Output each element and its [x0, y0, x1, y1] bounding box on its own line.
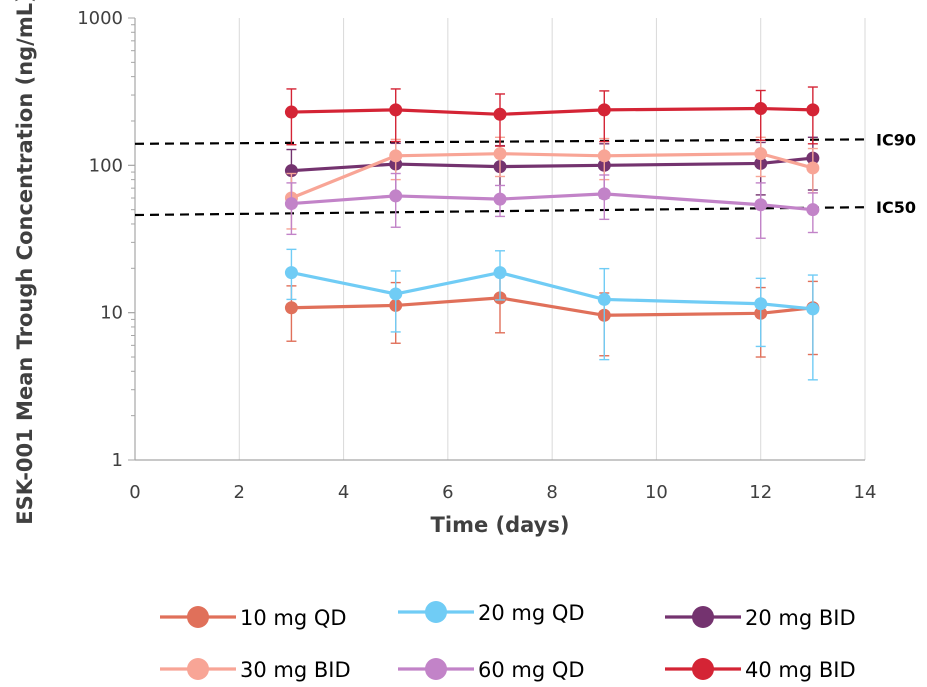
data-point [806, 103, 820, 117]
data-point [389, 287, 403, 301]
series-60-mg-qd [284, 172, 820, 239]
data-point [389, 189, 403, 203]
legend-label: 10 mg QD [240, 606, 347, 630]
data-point [754, 147, 768, 161]
reference-line-ic90 [134, 138, 869, 145]
data-point [284, 105, 298, 119]
data-point [806, 203, 820, 217]
reference-label-ic50: IC50 [876, 198, 916, 217]
data-point [806, 302, 820, 316]
data-point [597, 149, 611, 163]
series-line [291, 156, 814, 173]
legend-label: 60 mg QD [478, 658, 585, 682]
data-point [389, 149, 403, 163]
y-tick-label: 100 [89, 155, 123, 176]
data-point [597, 292, 611, 306]
data-point [493, 107, 507, 121]
y-tick-label: 10 [100, 303, 123, 324]
x-tick-label: 12 [749, 482, 772, 503]
legend: 10 mg QD 20 mg QD 20 mg BID 30 mg BID 60 mg … [160, 601, 856, 682]
legend-swatch-marker [425, 658, 447, 680]
legend-swatch-marker [425, 601, 447, 623]
data-point [284, 266, 298, 280]
series-line [290, 152, 814, 200]
legend-label: 20 mg BID [745, 606, 856, 630]
legend-item-20-mg-bid: 20 mg BID [665, 606, 856, 630]
legend-item-10-mg-qd: 10 mg QD [160, 606, 347, 630]
legend-swatch-marker [692, 606, 714, 628]
data-point [493, 266, 507, 280]
series [284, 86, 820, 381]
reference-line-ic50 [134, 206, 869, 217]
data-point [389, 103, 403, 117]
y-axis-title: ESK-001 Mean Trough Concentration (ng/mL… [13, 0, 37, 525]
legend-item-60-mg-qd: 60 mg QD [398, 658, 585, 682]
series-line [291, 192, 814, 212]
axes: 1 10 100 1000 0 2 4 6 8 10 12 14 Time (days) ESK-001 … [13, 0, 876, 537]
reference-label-ic90: IC90 [876, 130, 916, 149]
legend-swatch-marker [692, 658, 714, 680]
data-point [493, 192, 507, 206]
data-point [284, 301, 298, 315]
data-point [597, 187, 611, 201]
series-line [291, 106, 813, 116]
data-point [754, 297, 768, 311]
x-tick-label: 14 [854, 482, 877, 503]
y-tick-label: 1000 [77, 8, 123, 29]
data-point [284, 197, 298, 211]
gridlines [238, 18, 866, 460]
legend-item-40-mg-bid: 40 mg BID [665, 658, 856, 682]
series-20-mg-qd [284, 248, 820, 381]
x-tick-label: 6 [442, 482, 453, 503]
x-axis-title: Time (days) [431, 513, 570, 537]
x-tick-label: 8 [546, 482, 557, 503]
legend-item-20-mg-qd: 20 mg QD [398, 601, 585, 625]
x-tick-label: 4 [338, 482, 349, 503]
data-point [597, 103, 611, 117]
legend-swatch-marker [187, 606, 209, 628]
series-line [291, 271, 814, 311]
reference-lines: IC90 IC50 [134, 130, 916, 217]
data-point [493, 147, 507, 161]
legend-label: 30 mg BID [240, 658, 351, 682]
data-point [754, 198, 768, 212]
data-point [754, 102, 768, 116]
series-line [291, 296, 814, 317]
x-tick-label: 0 [129, 482, 140, 503]
legend-item-30-mg-bid: 30 mg BID [160, 658, 351, 682]
x-tick-label: 2 [234, 482, 245, 503]
legend-swatch-marker [187, 658, 209, 680]
data-point [806, 161, 820, 175]
series-40-mg-bid [284, 86, 820, 147]
x-tick-label: 10 [645, 482, 668, 503]
legend-label: 20 mg QD [478, 601, 585, 625]
y-tick-label: 1 [112, 450, 123, 471]
legend-label: 40 mg BID [745, 658, 856, 682]
